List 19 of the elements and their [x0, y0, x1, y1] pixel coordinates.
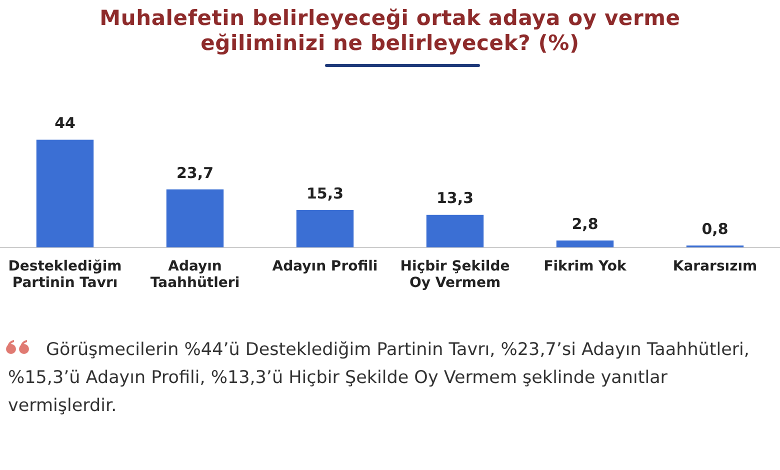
data-label: 23,7 [176, 164, 214, 182]
x-tick-label: Fikrim Yok [544, 258, 627, 274]
x-tick-label: Adayın Taahhütleri [150, 258, 240, 292]
x-tick-label: Desteklediğim Partinin Tavrı [8, 258, 122, 292]
chart-title: Muhalefetin belirleyeceği ortak adaya oy verme eğiliminizi ne belirleyecek? (%) [98, 6, 682, 56]
bar [556, 240, 614, 248]
x-tick-label: Adayın Profili [272, 258, 378, 274]
bar [426, 214, 484, 248]
bar [36, 140, 94, 248]
x-tick-label: Kararsızım [672, 258, 758, 274]
data-label: 13,3 [436, 189, 474, 208]
text: Görüşmecilerin %44’ü Desteklediğim Partinin Tavrı, %23,7’si Adayın Taahhütleri, %15,3’ü Adayın Profili, %13,3’ü Hiçbir Şekilde Oy Vermem şeklinde yanıtlar vermişlerdir. [8, 339, 750, 418]
x-tick-label: Hiçbir Şekilde Oy Vermem [400, 258, 510, 292]
bar [296, 210, 354, 248]
data-label: 15,3 [306, 184, 344, 202]
data-label: 2,8 [572, 214, 598, 233]
bar [166, 189, 224, 248]
data-label: 44 [54, 114, 76, 132]
data-label: 0,8 [702, 220, 728, 238]
